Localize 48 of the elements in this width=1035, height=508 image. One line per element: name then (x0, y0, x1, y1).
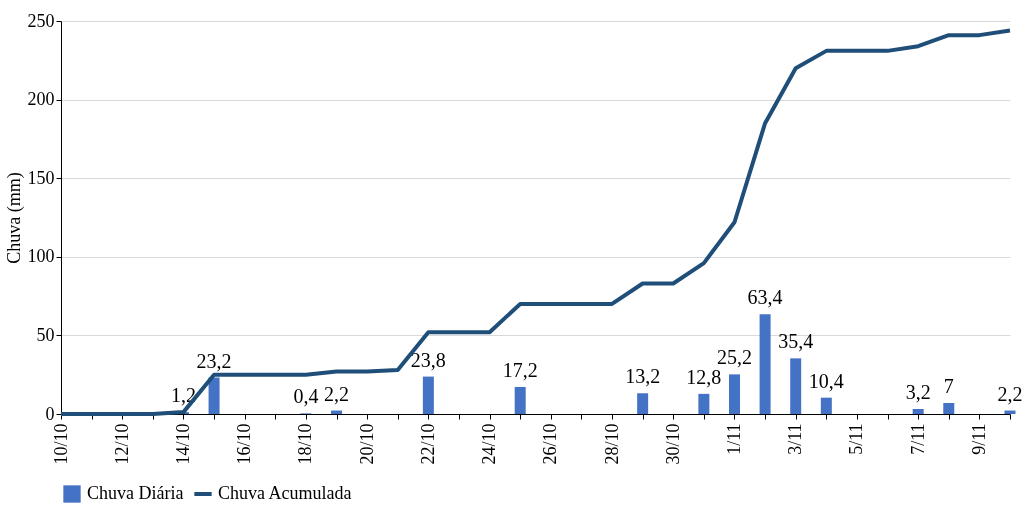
bar (790, 358, 802, 414)
data-label: 3,2 (905, 380, 931, 403)
x-tick-label: 9/11 (968, 423, 989, 455)
x-tick-label: 5/11 (846, 423, 867, 455)
data-label: 17,2 (502, 358, 538, 381)
y-tick-label: 100 (27, 246, 55, 267)
y-tick-label: 200 (27, 89, 55, 110)
data-label: 23,2 (196, 349, 232, 372)
legend-label: Chuva Diária (87, 483, 184, 503)
x-tick-label: 30/10 (662, 423, 683, 465)
data-label: 13,2 (625, 365, 661, 388)
x-tick-label: 14/10 (172, 423, 193, 465)
y-tick-label: 50 (36, 324, 55, 345)
x-tick-label: 10/10 (50, 423, 71, 465)
bar (208, 377, 220, 414)
bar (698, 393, 710, 414)
x-tick-label: 26/10 (540, 423, 561, 465)
bar (943, 403, 955, 414)
data-label: 35,4 (778, 330, 814, 353)
x-tick-label: 18/10 (295, 423, 316, 465)
data-label: 0,4 (293, 385, 319, 408)
legend-label: Chuva Acumulada (218, 483, 352, 503)
x-tick-label: 16/10 (234, 423, 255, 465)
data-label: 2,2 (997, 382, 1023, 405)
bar (820, 397, 832, 414)
bar (728, 374, 740, 414)
x-tick-label: 7/11 (907, 423, 928, 455)
x-tick-label: 1/11 (723, 423, 744, 455)
data-label: 63,4 (747, 286, 783, 309)
x-tick-label: 22/10 (417, 423, 438, 465)
x-tick-label: 12/10 (111, 423, 132, 465)
y-tick-label: 250 (27, 10, 55, 31)
bar (637, 393, 649, 414)
y-axis-title: Chuva (mm) (3, 172, 25, 264)
x-tick-label: 3/11 (785, 423, 806, 455)
data-label: 23,8 (410, 348, 446, 371)
data-label: 2,2 (324, 382, 350, 405)
bar (759, 314, 771, 414)
x-tick-label: 24/10 (479, 423, 500, 465)
data-label: 10,4 (808, 369, 844, 392)
data-label: 7 (943, 375, 954, 397)
bar (912, 408, 924, 414)
x-tick-label: 20/10 (356, 423, 377, 465)
bar (514, 386, 526, 414)
bar (422, 376, 434, 414)
x-tick-label: 28/10 (601, 423, 622, 465)
y-tick-label: 0 (45, 403, 55, 424)
y-tick-label: 150 (27, 167, 55, 188)
